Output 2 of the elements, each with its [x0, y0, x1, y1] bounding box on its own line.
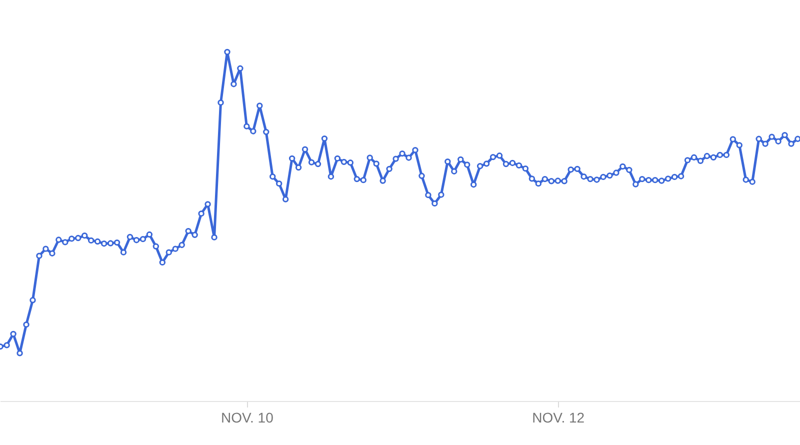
- x-tick-label: NOV. 12: [532, 410, 585, 426]
- x-tick-label: NOV. 10: [220, 410, 274, 426]
